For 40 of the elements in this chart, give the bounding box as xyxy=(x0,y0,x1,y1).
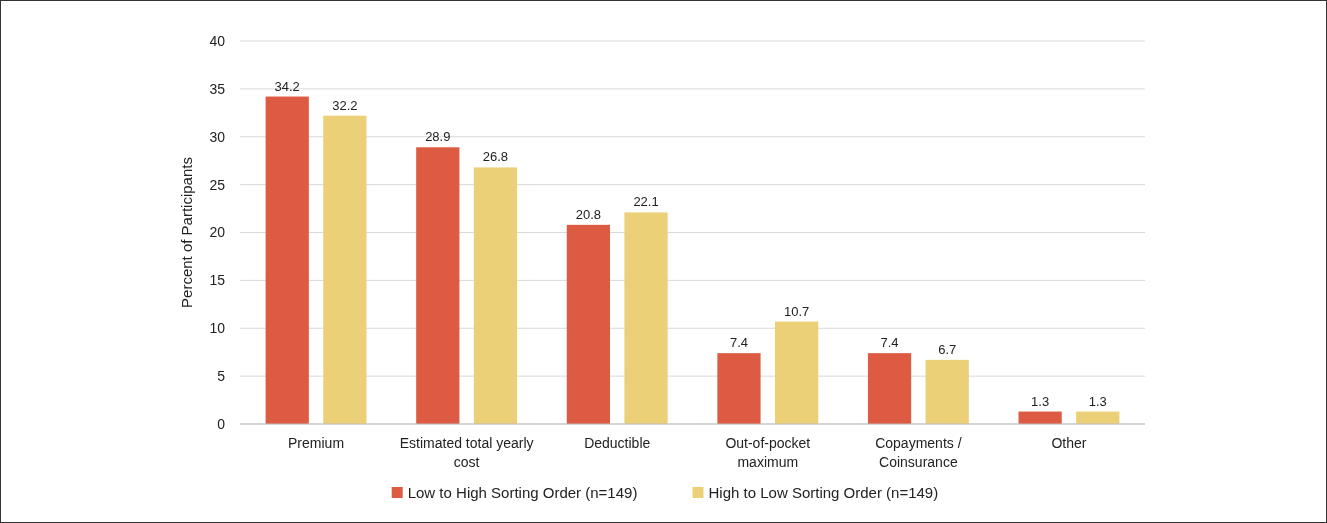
y-tick-label: 15 xyxy=(209,272,226,289)
x-tick-label: Out-of-pocket maximum xyxy=(725,435,811,470)
bar xyxy=(717,353,761,424)
data-label: 10.7 xyxy=(783,303,810,319)
y-tick-label: 10 xyxy=(209,320,226,337)
x-tick-label: Copayments / Coinsurance xyxy=(875,435,962,470)
y-tick-label: 35 xyxy=(209,80,226,97)
bar xyxy=(624,212,668,424)
bar xyxy=(867,353,912,424)
x-tick-label: Premium xyxy=(288,435,345,451)
y-tick-label: 0 xyxy=(217,415,226,432)
data-label: 28.9 xyxy=(425,129,451,145)
data-label: 1.3 xyxy=(1031,393,1050,409)
data-label: 22.1 xyxy=(633,194,659,210)
x-tick-label: Other xyxy=(1051,435,1087,451)
data-label: 34.2 xyxy=(274,78,300,94)
bar xyxy=(925,359,969,424)
data-label: 26.8 xyxy=(482,149,509,165)
y-tick-label: 20 xyxy=(209,224,226,241)
data-label: 1.3 xyxy=(1088,393,1107,409)
bar xyxy=(265,96,309,424)
y-tick-label: 30 xyxy=(209,128,226,145)
data-label: 32.2 xyxy=(332,97,358,113)
bar xyxy=(416,147,460,424)
bar xyxy=(473,167,518,424)
y-tick-label: 5 xyxy=(217,368,226,385)
bar xyxy=(323,115,367,424)
y-tick-label: 40 xyxy=(209,32,226,49)
x-tick-label: Deductible xyxy=(584,435,651,451)
legend-label: High to Low Sorting Order (n=149) xyxy=(708,484,939,502)
data-label: 7.4 xyxy=(729,335,748,351)
data-label: 7.4 xyxy=(880,335,899,351)
y-tick-label: 25 xyxy=(209,176,226,193)
data-label: 20.8 xyxy=(575,206,602,222)
bar xyxy=(566,224,610,424)
legend-label: Low to High Sorting Order (n=149) xyxy=(407,484,638,502)
bar xyxy=(775,321,819,424)
data-label: 6.7 xyxy=(938,341,957,357)
y-axis-title: Percent of Participants xyxy=(178,157,195,308)
x-tick-label: Estimated total yearly cost xyxy=(399,435,534,470)
